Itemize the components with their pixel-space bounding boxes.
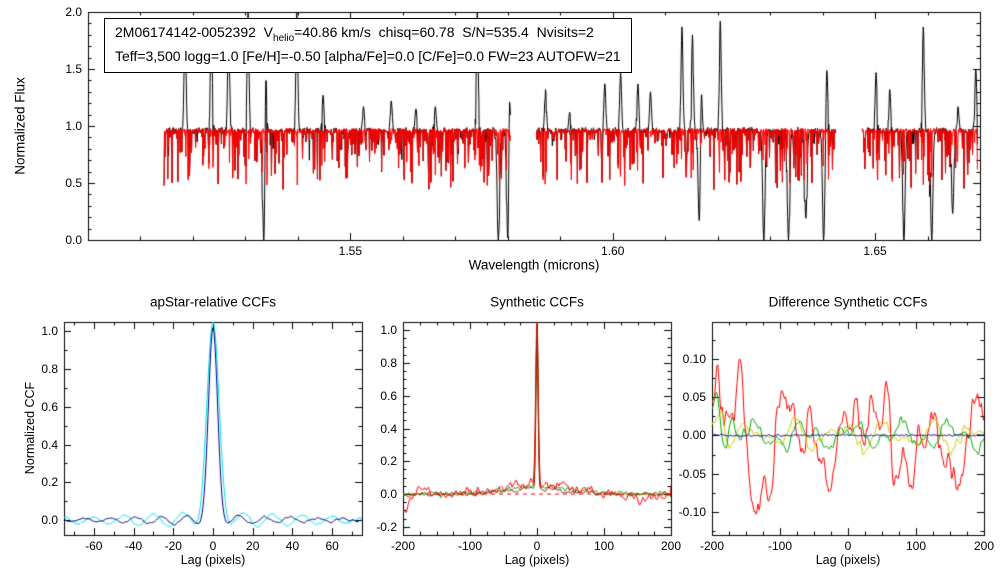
ccf_apstar-xtick-label: 0 [209, 539, 217, 553]
spectrum-xtick-label: 1.55 [338, 244, 363, 258]
ccf_apstar-ytick-label: 0.4 [41, 437, 58, 452]
ccf_apstar-xtick-label: -60 [85, 539, 103, 553]
spectrum-ytick-label: 0.0 [65, 233, 82, 247]
ccf-difference-x-axis-label: Lag (pixels) [815, 553, 881, 567]
ccf_apstar-ytick-label: 0.0 [41, 512, 58, 527]
ccf_synth-xtick-label: 200 [660, 539, 682, 553]
ccf-synthetic-x-axis-label: Lag (pixels) [504, 553, 570, 567]
ccf_synth-ytick-label: -0.2 [376, 519, 397, 534]
ccf-apstar-x-axis-label: Lag (pixels) [180, 553, 246, 567]
spectrum-ytick-label: 1.5 [65, 62, 82, 76]
ccf-synthetic-title: Synthetic CCFs [490, 294, 584, 310]
ccf_diff-xtick-label: 0 [844, 539, 852, 553]
ccf_synth-ytick-label: 0.0 [380, 487, 397, 502]
spectrum-annotation-box: 2M06174142-0052392 Vhelio=40.86 km/s chi… [104, 18, 632, 73]
ccf_diff-ytick-label: -0.10 [678, 505, 706, 519]
annotation-fit-stats: =40.86 km/s chisq=60.78 S/N=535.4 Nvisit… [294, 24, 594, 40]
spectrum-ytick-label: 0.5 [65, 176, 82, 190]
ccf_apstar-ytick-label: 1.0 [41, 324, 58, 339]
ccf-apstar-title: apStar-relative CCFs [149, 294, 277, 310]
ccf_synth-xtick-label: -200 [390, 539, 416, 553]
ccf_synth-ytick-label: 1.0 [380, 323, 397, 338]
ccf_synth-ytick-label: 0.4 [380, 421, 397, 436]
ccf_apstar-ytick-label: 0.6 [41, 399, 58, 414]
ccf_synth-xtick-label: 100 [593, 539, 615, 553]
spectrum-x-axis-label: Wavelength (microns) [468, 257, 600, 273]
spectrum-xtick-label: 1.65 [863, 244, 887, 258]
ccf-apstar-y-axis-label: Normalized CCF [23, 381, 37, 475]
ccf_diff-ytick-label: 0.05 [682, 390, 706, 405]
ccf_apstar-xtick-label: 40 [285, 539, 300, 553]
spectrum-y-axis-label: Normalized Flux [12, 77, 28, 175]
ccf_diff-xtick-label: -200 [699, 539, 725, 553]
annotation-vhelio-subscript: helio [273, 32, 295, 44]
spectrum-ytick-label: 1.0 [65, 119, 82, 133]
ccf_apstar-xtick-label: -40 [124, 539, 143, 553]
spectrum-xtick-label: 1.60 [601, 244, 625, 258]
ccf_diff-ytick-label: 0.00 [682, 428, 706, 443]
ccf_synth-ytick-label: 0.2 [380, 454, 397, 469]
ccf_apstar-ytick-label: 0.2 [41, 475, 58, 490]
ccf_synth-xtick-label: 0 [533, 539, 541, 553]
annotation-target-and-vhelio: 2M06174142-0052392 V [115, 24, 274, 40]
spectrum-ytick-label: 2.0 [65, 5, 82, 19]
ccf_apstar-ytick-label: 0.8 [41, 362, 58, 377]
ccf_apstar-xtick-label: 60 [325, 539, 339, 553]
ccf_apstar-xtick-label: -20 [164, 539, 182, 553]
ccf_synth-xtick-label: -100 [457, 539, 483, 553]
ccf-difference-title: Difference Synthetic CCFs [768, 294, 928, 310]
ccf_diff-xtick-label: -100 [767, 539, 793, 553]
ccf_diff-xtick-label: 100 [905, 539, 927, 553]
annotation-line-2: Teff=3,500 logg=1.0 [Fe/H]=-0.50 [alpha/… [115, 48, 621, 65]
ccf_synth-ytick-label: 0.6 [380, 388, 397, 403]
ccf_diff-xtick-label: 200 [973, 539, 995, 553]
ccf_diff-ytick-label: -0.05 [678, 466, 706, 481]
ccf_apstar-xtick-label: 20 [246, 539, 260, 553]
ccf_synth-ytick-label: 0.8 [380, 355, 397, 370]
ccf_diff-ytick-label: 0.10 [682, 351, 706, 366]
annotation-line-1: 2M06174142-0052392 Vhelio=40.86 km/s chi… [115, 22, 621, 46]
